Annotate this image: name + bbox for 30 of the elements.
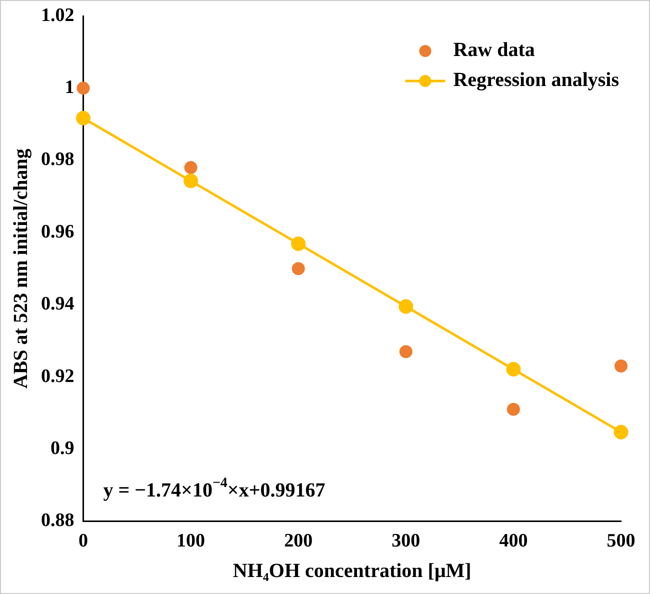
x-tick-label: 100 bbox=[176, 530, 206, 552]
y-tick-label: 0.9 bbox=[50, 438, 74, 459]
y-tick-label: 0.96 bbox=[41, 221, 74, 242]
legend-label: Raw data bbox=[453, 39, 535, 62]
point bbox=[76, 82, 90, 95]
point bbox=[614, 360, 628, 373]
point bbox=[76, 110, 90, 126]
point bbox=[614, 424, 628, 440]
x-tick-label: 500 bbox=[606, 530, 636, 552]
x-tick-label: 300 bbox=[392, 530, 420, 552]
legend-label: Regression analysis bbox=[453, 69, 620, 92]
x-tick-label: 400 bbox=[499, 530, 528, 552]
point bbox=[184, 174, 198, 188]
x-axis-title: NH₄OH concentration [μM] bbox=[232, 560, 472, 582]
y-tick-label: 0.94 bbox=[41, 294, 75, 315]
y-tick-label: 0.92 bbox=[41, 366, 74, 387]
y-tick-label: 1 bbox=[64, 77, 74, 98]
point bbox=[506, 362, 521, 377]
y-tick-label: 0.98 bbox=[41, 149, 74, 170]
point bbox=[291, 236, 306, 251]
x-tick-label: 200 bbox=[284, 530, 313, 552]
point bbox=[292, 262, 305, 276]
y-tick-label: 1.02 bbox=[41, 4, 74, 26]
point bbox=[398, 299, 414, 314]
point bbox=[506, 402, 520, 416]
y-axis-title: ABS at 523 nm initial/chang bbox=[10, 148, 32, 389]
x-tick-label: 0 bbox=[78, 530, 88, 552]
y-tick-label: 0.88 bbox=[41, 510, 74, 532]
point bbox=[399, 345, 412, 358]
point bbox=[184, 161, 198, 174]
